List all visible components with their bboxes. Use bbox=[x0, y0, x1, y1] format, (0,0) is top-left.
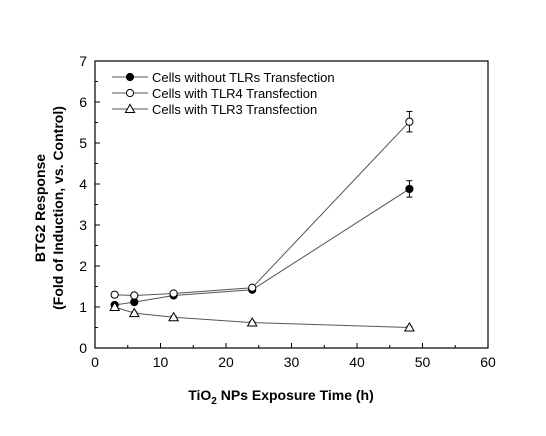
data-point bbox=[128, 307, 140, 318]
legend-marker bbox=[125, 72, 135, 82]
series-line bbox=[114, 188, 410, 306]
x-axis-title-subscript: 2 bbox=[211, 396, 217, 407]
x-tick-label: 60 bbox=[480, 354, 496, 370]
data-point bbox=[405, 184, 414, 194]
series-3 bbox=[109, 301, 415, 332]
x-tick-label: 10 bbox=[153, 354, 169, 370]
y-tick-label: 0 bbox=[79, 340, 87, 356]
legend-item-1: Cells without TLRs Transfection bbox=[112, 70, 335, 85]
data-point bbox=[403, 321, 415, 332]
legend-item-3: Cells with TLR3 Transfection bbox=[112, 102, 317, 117]
legend-label: Cells without TLRs Transfection bbox=[152, 70, 335, 85]
data-point bbox=[110, 290, 119, 299]
data-point bbox=[109, 301, 121, 311]
x-tick-label: 30 bbox=[284, 354, 300, 370]
y-tick-label: 4 bbox=[79, 176, 87, 192]
data-point bbox=[168, 311, 180, 322]
series-layer bbox=[109, 110, 415, 332]
data-point bbox=[130, 291, 139, 300]
data-point bbox=[405, 117, 414, 126]
y-axis-title-line2: (Fold of Induction, vs. Control) bbox=[50, 106, 66, 310]
legend-marker bbox=[124, 103, 136, 113]
data-point bbox=[169, 289, 178, 298]
y-tick-label: 7 bbox=[79, 53, 87, 69]
y-tick-label: 5 bbox=[79, 135, 87, 151]
y-tick-label: 1 bbox=[79, 299, 87, 315]
data-point bbox=[246, 316, 258, 327]
y-tick-label: 6 bbox=[79, 94, 87, 110]
x-tick-label: 0 bbox=[91, 354, 99, 370]
y-tick-label: 3 bbox=[79, 217, 87, 233]
series-line bbox=[114, 306, 410, 328]
y-axis-title-line1: BTG2 Response bbox=[32, 154, 48, 262]
ticks: 0 10 20 30 40 50 60 0 1 2 3 4 5 6 7 bbox=[79, 53, 496, 370]
legend-marker bbox=[125, 88, 135, 98]
x-tick-label: 40 bbox=[349, 354, 365, 370]
x-tick-label: 50 bbox=[415, 354, 431, 370]
y-tick-label: 2 bbox=[79, 258, 87, 274]
data-point bbox=[248, 283, 257, 292]
legend-label: Cells with TLR3 Transfection bbox=[152, 102, 317, 117]
x-tick-label: 20 bbox=[218, 354, 234, 370]
x-axis-title-rest: NPs Exposure Time (h) bbox=[217, 387, 374, 403]
series-line bbox=[114, 121, 410, 297]
x-axis-title: TiO2 NPs Exposure Time (h) bbox=[188, 387, 374, 407]
series-2 bbox=[110, 110, 414, 300]
legend-item-2: Cells with TLR4 Transfection bbox=[112, 86, 317, 101]
series-1 bbox=[110, 180, 414, 310]
legend-label: Cells with TLR4 Transfection bbox=[152, 86, 317, 101]
